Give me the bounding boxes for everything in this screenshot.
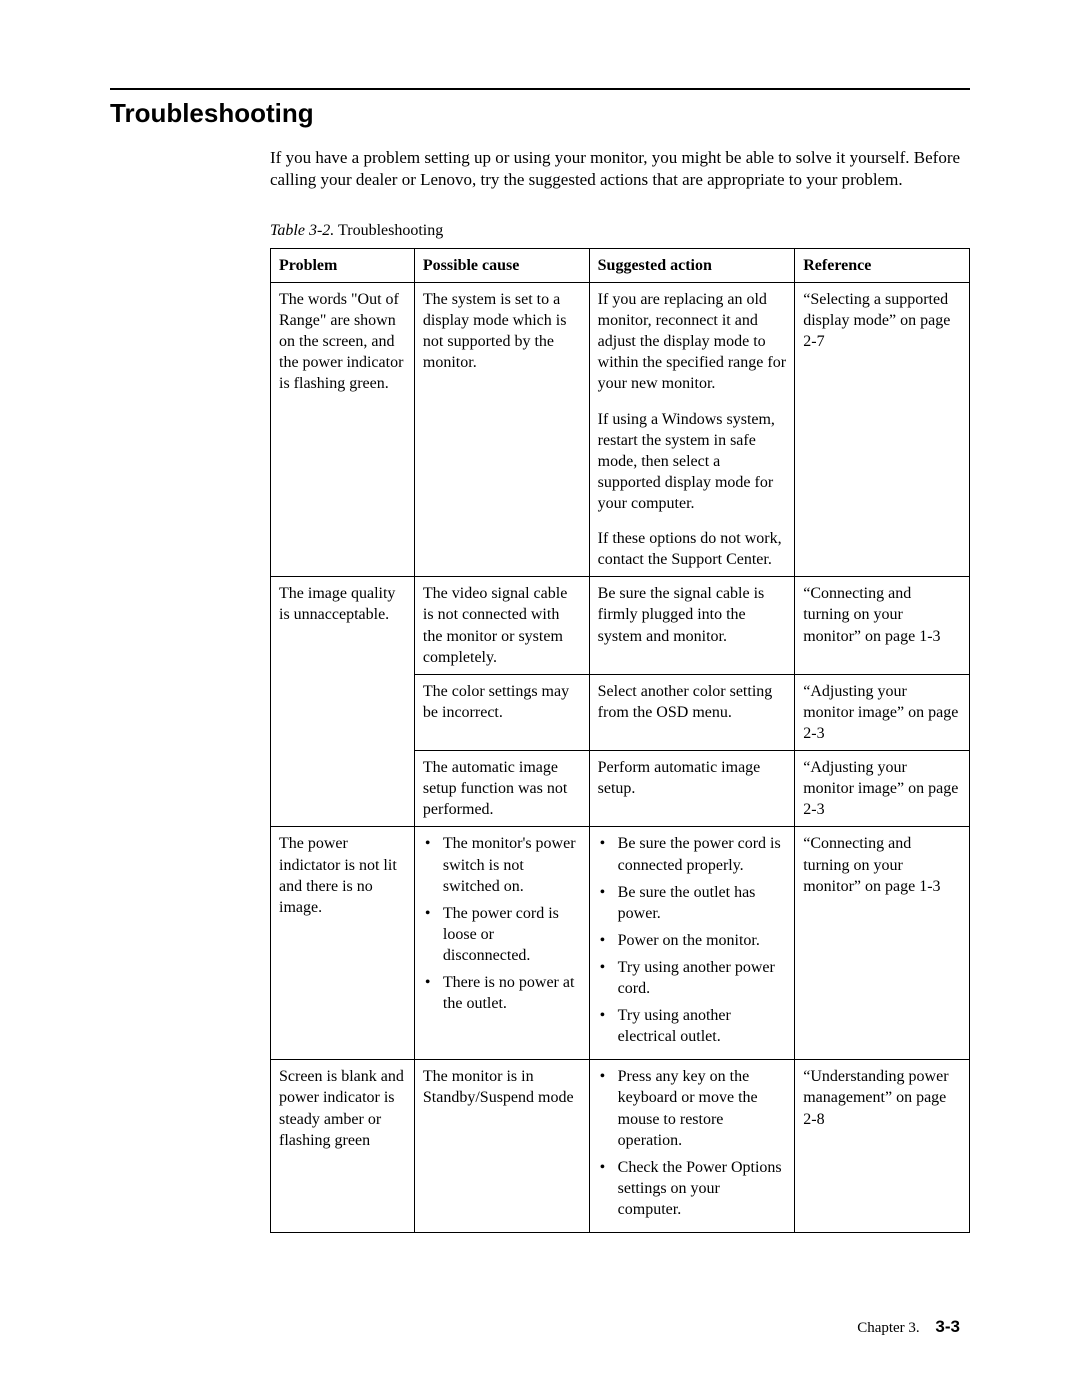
col-header-problem: Problem <box>271 248 415 282</box>
cell-problem: The image quality is unnacceptable. <box>271 577 415 827</box>
list-item: Check the Power Options settings on your… <box>598 1157 787 1220</box>
action-paragraph: If you are replacing an old monitor, rec… <box>598 289 787 395</box>
action-list: Be sure the power cord is connected prop… <box>598 833 787 1047</box>
cell-cause: The video signal cable is not connected … <box>414 577 589 674</box>
footer-page-number: 3-3 <box>935 1317 960 1336</box>
footer-chapter: Chapter 3. <box>857 1320 919 1336</box>
action-paragraph: If these options do not work, contact th… <box>598 528 787 570</box>
cell-problem: Screen is blank and power indicator is s… <box>271 1060 415 1233</box>
action-paragraph: If using a Windows system, restart the s… <box>598 409 787 515</box>
table-header-row: Problem Possible cause Suggested action … <box>271 248 970 282</box>
action-list: Press any key on the keyboard or move th… <box>598 1066 787 1220</box>
cause-list: The monitor's power switch is not switch… <box>423 833 581 1014</box>
cell-reference: “Adjusting your monitor image” on page 2… <box>795 751 970 827</box>
list-item: Try using another electrical outlet. <box>598 1005 787 1047</box>
list-item: Power on the monitor. <box>598 930 787 951</box>
intro-paragraph: If you have a problem setting up or usin… <box>270 147 970 192</box>
list-item: There is no power at the outlet. <box>423 972 581 1014</box>
cell-cause: The automatic image setup function was n… <box>414 751 589 827</box>
col-header-cause: Possible cause <box>414 248 589 282</box>
troubleshooting-table: Problem Possible cause Suggested action … <box>270 248 970 1233</box>
table-row: The words "Out of Range" are shown on th… <box>271 282 970 576</box>
col-header-action: Suggested action <box>589 248 795 282</box>
cell-action: Be sure the power cord is connected prop… <box>589 827 795 1060</box>
table-row: The power indictator is not lit and ther… <box>271 827 970 1060</box>
cell-problem: The power indictator is not lit and ther… <box>271 827 415 1060</box>
top-rule <box>110 88 970 90</box>
cell-cause: The monitor's power switch is not switch… <box>414 827 589 1060</box>
cell-action: If you are replacing an old monitor, rec… <box>589 282 795 576</box>
table-row: The image quality is unnacceptable. The … <box>271 577 970 674</box>
cell-reference: “Selecting a supported display mode” on … <box>795 282 970 576</box>
cell-action: Be sure the signal cable is firmly plugg… <box>589 577 795 674</box>
cell-cause: The monitor is in Standby/Suspend mode <box>414 1060 589 1233</box>
cell-reference: “Connecting and turning on your monitor”… <box>795 827 970 1060</box>
page-heading: Troubleshooting <box>110 98 970 129</box>
cell-cause: The system is set to a display mode whic… <box>414 282 589 576</box>
cell-action: Press any key on the keyboard or move th… <box>589 1060 795 1233</box>
list-item: The power cord is loose or disconnected. <box>423 903 581 966</box>
cell-cause: The color settings may be incorrect. <box>414 674 589 750</box>
cell-reference: “Understanding power management” on page… <box>795 1060 970 1233</box>
col-header-reference: Reference <box>795 248 970 282</box>
table-row: Screen is blank and power indicator is s… <box>271 1060 970 1233</box>
page-footer: Chapter 3. 3-3 <box>857 1317 960 1337</box>
list-item: Be sure the outlet has power. <box>598 882 787 924</box>
cell-reference: “Adjusting your monitor image” on page 2… <box>795 674 970 750</box>
table-caption-title: Troubleshooting <box>334 222 443 239</box>
cell-action: Perform automatic image setup. <box>589 751 795 827</box>
list-item: Be sure the power cord is connected prop… <box>598 833 787 875</box>
cell-problem: The words "Out of Range" are shown on th… <box>271 282 415 576</box>
list-item: Press any key on the keyboard or move th… <box>598 1066 787 1150</box>
table-caption-number: Table 3-2. <box>270 222 334 239</box>
list-item: The monitor's power switch is not switch… <box>423 833 581 896</box>
list-item: Try using another power cord. <box>598 957 787 999</box>
table-caption: Table 3-2. Troubleshooting <box>270 222 970 240</box>
cell-reference: “Connecting and turning on your monitor”… <box>795 577 970 674</box>
cell-action: Select another color setting from the OS… <box>589 674 795 750</box>
